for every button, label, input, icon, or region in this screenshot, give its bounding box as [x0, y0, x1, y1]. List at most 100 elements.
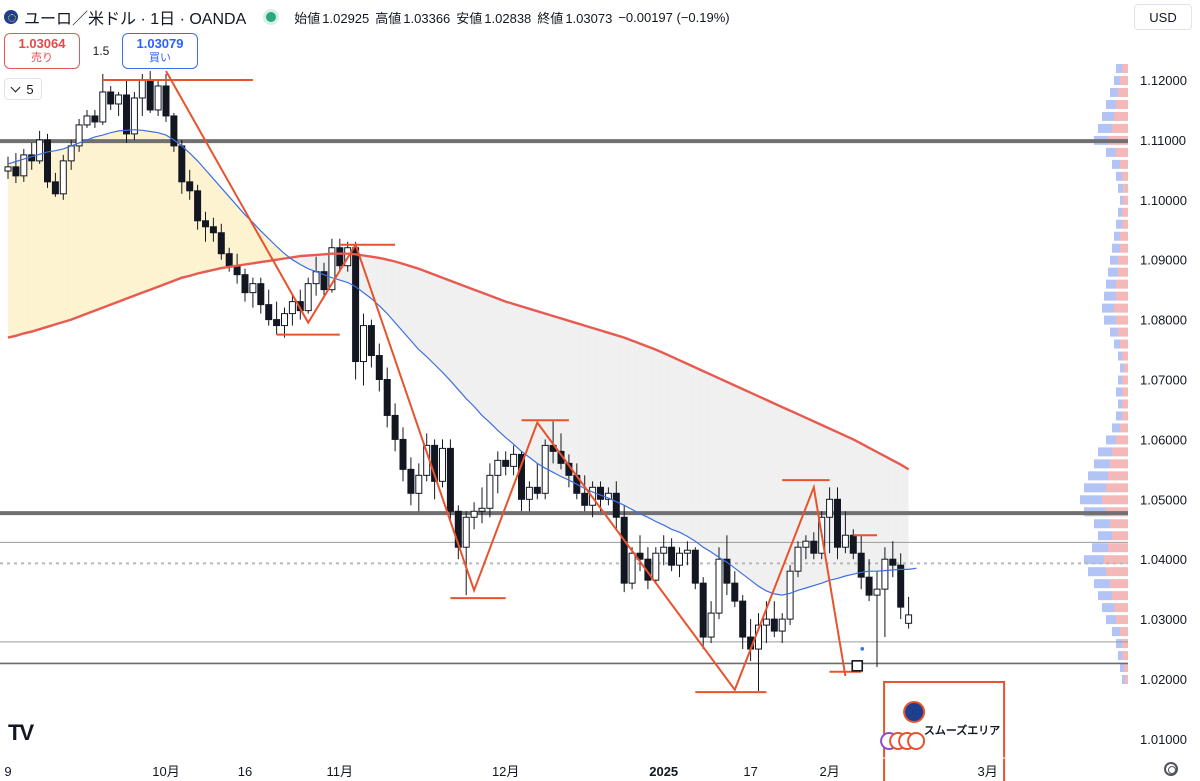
candle-body	[99, 91, 107, 123]
candle-body	[683, 549, 691, 554]
ma-fill-segment	[813, 421, 822, 586]
buy-button[interactable]: 1.03079 買い	[122, 33, 198, 69]
candle-body	[905, 614, 913, 624]
time-tick-label: 2025	[649, 764, 678, 779]
volume-profile-bar-buy	[1114, 339, 1120, 349]
volume-profile-bar-buy	[1092, 543, 1108, 553]
ohlc-change: −0.00197 (−0.19%)	[618, 9, 730, 25]
ma-fill-segment	[450, 280, 459, 390]
ma-fill-segment	[545, 313, 554, 473]
ohlc-close: 終値 1.03073	[537, 10, 613, 26]
ma-fill-segment	[513, 304, 522, 452]
candle-body	[194, 190, 202, 222]
candle-body	[715, 558, 723, 614]
candle-body	[12, 166, 20, 177]
candle-body	[841, 534, 849, 548]
volume-profile-bar-buy	[1116, 64, 1122, 74]
sell-price: 1.03064	[18, 36, 66, 51]
volume-profile-bar-sell	[1116, 279, 1128, 289]
tradingview-logo[interactable]: TV	[8, 720, 34, 745]
volume-profile-bar-buy	[1110, 327, 1118, 337]
ma-fill-segment	[766, 399, 775, 594]
candle-body	[186, 181, 194, 192]
ma-fill-segment	[102, 132, 111, 308]
gear-icon[interactable]	[1164, 762, 1178, 776]
price-tick-label: 1.09000	[1140, 253, 1187, 268]
volume-profile-bar-buy	[1102, 111, 1114, 121]
volume-profile-bar-buy	[1110, 87, 1118, 97]
indicators-toggle-button[interactable]: 5	[4, 78, 42, 100]
ma-fill-segment	[750, 392, 759, 587]
symbol-title[interactable]: ユーロ／米ドル · 1日 · OANDA	[24, 11, 247, 28]
ma-fill-segment	[608, 332, 617, 502]
candle-body	[367, 325, 375, 357]
ma-fill-segment	[418, 268, 427, 357]
volume-profile-bar-buy	[1116, 171, 1122, 181]
volume-profile-bar-buy	[1114, 231, 1120, 241]
ohlc-high: 高値 1.03366	[375, 10, 451, 26]
volume-profile-bar-buy	[1118, 375, 1122, 385]
ma-fill-segment	[426, 271, 435, 365]
volume-profile-bar-buy	[1112, 159, 1120, 169]
volume-profile-bar-sell	[1122, 64, 1128, 74]
ma-fill-segment	[158, 132, 166, 287]
candle-body	[281, 313, 288, 327]
projection-dot	[860, 647, 865, 651]
candle-body	[415, 474, 423, 494]
candle-body	[399, 438, 407, 470]
volume-profile-bar-sell	[1116, 315, 1128, 325]
volume-profile-bar-buy	[1118, 207, 1122, 217]
candle-body	[873, 588, 881, 596]
ma-fill-segment	[474, 289, 482, 416]
candle-body	[146, 79, 154, 111]
volume-profile-bar-sell	[1114, 603, 1128, 613]
volume-profile-bar-buy	[1106, 435, 1116, 445]
candle-body	[810, 540, 818, 554]
ma-fill-segment	[782, 407, 791, 596]
candle-body	[288, 301, 296, 315]
ma-fill-segment	[118, 130, 127, 302]
ma-fill-segment	[687, 363, 696, 542]
candle-body	[889, 558, 897, 566]
candle-body	[620, 516, 628, 584]
ma-fill-segment	[126, 129, 135, 299]
sell-button[interactable]: 1.03064 売り	[4, 33, 80, 69]
candle-body	[225, 253, 233, 267]
candle-body	[802, 540, 810, 548]
volume-profile-bar-sell	[1112, 591, 1128, 601]
volume-profile-bar-sell	[1116, 291, 1128, 301]
candle-body	[123, 94, 130, 135]
ohlc-open: 始値 1.02925	[294, 10, 370, 26]
ma-fill-segment	[466, 286, 475, 407]
ma-fill-segment	[379, 257, 388, 314]
volume-profile-bar-buy	[1098, 123, 1112, 133]
candle-body	[604, 492, 612, 500]
price-tick-label: 1.12000	[1140, 73, 1187, 88]
candle-body	[470, 510, 478, 518]
ma-fill-segment	[640, 343, 648, 518]
ma-fill-segment	[150, 131, 159, 290]
volume-profile-bar-sell	[1112, 447, 1128, 457]
volume-profile-bar-buy	[1084, 483, 1106, 493]
volume-profile-bar-buy	[1094, 519, 1110, 529]
ma-fill-segment	[94, 135, 103, 311]
volume-profile-bar-buy	[1106, 615, 1116, 625]
ma-fill-segment	[647, 346, 656, 522]
volume-profile-bar-sell	[1122, 411, 1128, 421]
candle-body	[257, 283, 265, 306]
currency-select[interactable]: USD	[1134, 4, 1192, 30]
ma-fill-segment	[197, 160, 206, 274]
ma-fill-segment	[632, 340, 640, 514]
price-tick-label: 1.11000	[1140, 133, 1186, 148]
volume-profile-bar-sell	[1122, 399, 1128, 409]
time-tick-label: 3月	[977, 764, 997, 779]
candle-body	[130, 97, 138, 135]
trade-panel: 1.03064 売り 1.5 1.03079 買い	[4, 33, 198, 69]
ma-fill-segment	[237, 205, 245, 266]
volume-profile-bar-sell	[1118, 267, 1128, 277]
ma-fill-segment	[489, 295, 498, 431]
volume-profile-bar-sell	[1123, 195, 1128, 205]
candle-body	[628, 552, 636, 584]
candle-body	[51, 181, 59, 195]
